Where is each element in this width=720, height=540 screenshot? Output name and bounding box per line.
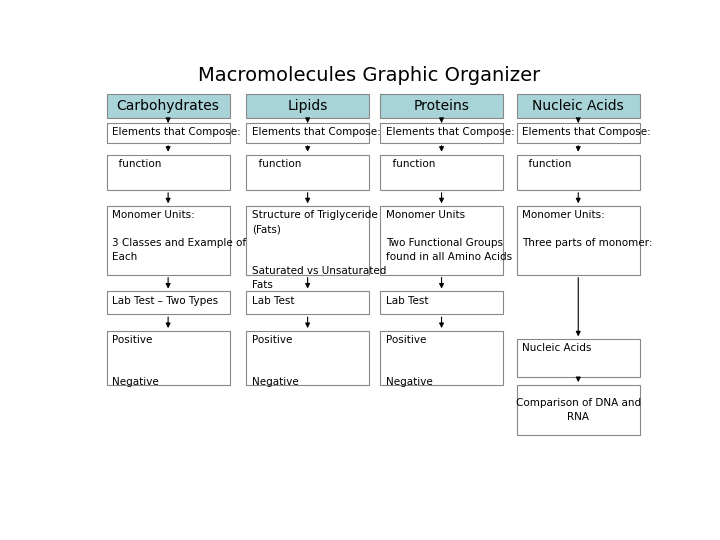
Bar [246, 331, 369, 385]
Text: function: function [112, 159, 162, 169]
Bar [107, 154, 230, 190]
Text: Nucleic Acids: Nucleic Acids [523, 343, 592, 353]
Text: Lab Test – Two Types: Lab Test – Two Types [112, 295, 218, 306]
Text: Monomer Units:

Three parts of monomer:: Monomer Units: Three parts of monomer: [523, 210, 653, 248]
Bar [380, 206, 503, 275]
Text: Elements that Compose:: Elements that Compose: [523, 127, 651, 137]
Text: Structure of Triglyceride
(Fats)


Saturated vs Unsaturated
Fats: Structure of Triglyceride (Fats) Saturat… [252, 210, 386, 291]
Bar [517, 339, 639, 377]
Text: Positive


Negative: Positive Negative [112, 335, 159, 387]
Text: Lab Test: Lab Test [386, 295, 428, 306]
Bar [107, 94, 230, 118]
Text: Positive


Negative: Positive Negative [252, 335, 299, 387]
Bar [380, 154, 503, 190]
Bar [107, 292, 230, 314]
Bar [107, 123, 230, 143]
Text: Elements that Compose:: Elements that Compose: [112, 127, 241, 137]
Bar [246, 206, 369, 275]
Bar [517, 154, 639, 190]
Text: Nucleic Acids: Nucleic Acids [532, 99, 624, 113]
Bar [380, 331, 503, 385]
Text: Elements that Compose:: Elements that Compose: [386, 127, 515, 137]
Bar [246, 154, 369, 190]
Bar [246, 292, 369, 314]
Text: Macromolecules Graphic Organizer: Macromolecules Graphic Organizer [198, 66, 540, 85]
Bar [246, 94, 369, 118]
Text: function: function [252, 159, 301, 169]
Bar [517, 94, 639, 118]
Bar [107, 206, 230, 275]
Text: Carbohydrates: Carbohydrates [117, 99, 220, 113]
Text: Positive


Negative: Positive Negative [386, 335, 433, 387]
Bar [380, 123, 503, 143]
Bar [107, 331, 230, 385]
Bar [517, 206, 639, 275]
Bar [517, 123, 639, 143]
Text: function: function [523, 159, 572, 169]
Text: Lab Test: Lab Test [252, 295, 294, 306]
Text: Monomer Units:

3 Classes and Example of
Each: Monomer Units: 3 Classes and Example of … [112, 210, 246, 262]
Bar [380, 292, 503, 314]
Text: Elements that Compose:: Elements that Compose: [252, 127, 381, 137]
Bar [246, 123, 369, 143]
Text: Proteins: Proteins [413, 99, 469, 113]
Text: Lipids: Lipids [287, 99, 328, 113]
Bar [380, 94, 503, 118]
Text: Monomer Units

Two Functional Groups
found in all Amino Acids: Monomer Units Two Functional Groups foun… [386, 210, 512, 262]
Bar [517, 385, 639, 435]
Text: Comparison of DNA and
RNA: Comparison of DNA and RNA [516, 398, 641, 422]
Text: function: function [386, 159, 435, 169]
